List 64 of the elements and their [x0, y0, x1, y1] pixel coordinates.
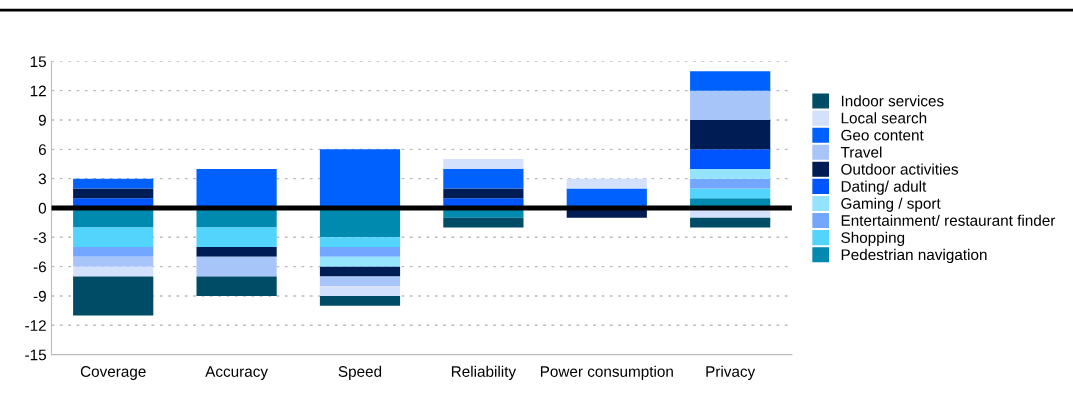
- bar: [73, 207, 154, 228]
- y-tick-label: 12: [30, 85, 46, 97]
- y-tick-label: -12: [25, 320, 46, 331]
- bar: [319, 256, 401, 267]
- bar: [73, 178, 154, 189]
- y-tick-label: -9: [33, 290, 46, 302]
- legend-label: Outdoor activities: [841, 163, 959, 175]
- bar: [73, 188, 154, 199]
- bar: [690, 90, 771, 120]
- bar: [73, 276, 154, 316]
- y-tick-label: 9: [38, 114, 46, 126]
- bar: [319, 247, 401, 257]
- bar: [566, 188, 647, 208]
- bar: [196, 207, 277, 228]
- y-tick-label: -15: [25, 349, 46, 361]
- legend-label: Dating/ adult: [841, 180, 927, 195]
- y-tick-label: 0: [38, 202, 47, 214]
- x-tick-label: Accuracy: [205, 366, 268, 380]
- bar: [690, 71, 771, 91]
- bar: [690, 149, 771, 169]
- bar: [73, 247, 154, 257]
- x-tick-label: Reliability: [451, 365, 517, 380]
- bar: [690, 217, 771, 228]
- x-tick-label: Speed: [338, 365, 382, 380]
- legend-label: Travel: [840, 146, 882, 158]
- bar: [73, 227, 154, 248]
- bar: [196, 276, 277, 296]
- legend-label: Indoor services: [841, 95, 944, 107]
- bar: [319, 266, 401, 277]
- bar: [443, 217, 524, 228]
- bar: [319, 207, 401, 238]
- legend-label: Gaming / sport: [841, 197, 941, 212]
- bar: [196, 256, 277, 277]
- bar: [443, 188, 524, 199]
- y-tick-label: 6: [38, 144, 46, 156]
- bar: [443, 159, 524, 169]
- y-tick-label: 3: [38, 173, 46, 185]
- x-tick-label: Power consumption: [540, 365, 673, 380]
- bar: [443, 168, 524, 189]
- bar: [73, 266, 154, 277]
- bar: [319, 286, 401, 296]
- legend-label: Entertainment/ restaurant finder: [841, 214, 1056, 226]
- y-tick-label: -3: [33, 232, 46, 243]
- bar: [196, 247, 277, 257]
- bar: [319, 276, 401, 287]
- legend-label: Pedestrian navigation: [841, 248, 987, 264]
- bar: [196, 227, 277, 248]
- x-tick-label: Coverage: [80, 366, 146, 380]
- bar: [319, 149, 401, 208]
- bar: [319, 295, 401, 306]
- bar: [566, 178, 647, 189]
- bar: [690, 120, 771, 150]
- bar: [690, 168, 771, 179]
- x-tick-label: Privacy: [706, 365, 756, 380]
- bar: [690, 188, 771, 199]
- bar: [196, 168, 277, 208]
- bar: [319, 237, 401, 248]
- y-tick-label: 15: [30, 56, 46, 68]
- legend-label: Geo content: [841, 129, 924, 141]
- legend-label: Local search: [841, 112, 927, 124]
- bar: [73, 256, 154, 267]
- legend-label: Shopping: [841, 231, 905, 247]
- bar: [690, 178, 771, 189]
- y-tick-label: -6: [33, 261, 46, 273]
